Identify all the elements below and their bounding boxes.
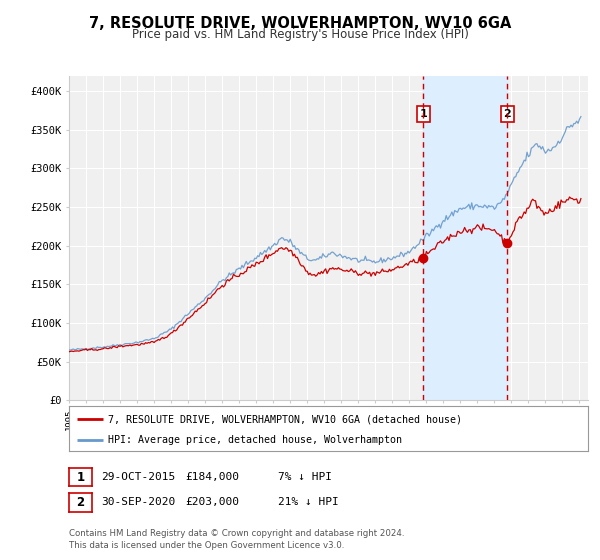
Text: Contains HM Land Registry data © Crown copyright and database right 2024.: Contains HM Land Registry data © Crown c…: [69, 529, 404, 538]
Text: 2: 2: [76, 496, 85, 509]
Text: 7, RESOLUTE DRIVE, WOLVERHAMPTON, WV10 6GA: 7, RESOLUTE DRIVE, WOLVERHAMPTON, WV10 6…: [89, 16, 511, 31]
Bar: [424, 76, 507, 400]
Text: £184,000: £184,000: [185, 472, 239, 482]
Text: This data is licensed under the Open Government Licence v3.0.: This data is licensed under the Open Gov…: [69, 541, 344, 550]
Text: 1: 1: [419, 109, 427, 119]
Text: 2: 2: [503, 109, 511, 119]
Text: 30-SEP-2020: 30-SEP-2020: [101, 497, 175, 507]
Text: 7% ↓ HPI: 7% ↓ HPI: [278, 472, 332, 482]
Text: 21% ↓ HPI: 21% ↓ HPI: [278, 497, 338, 507]
Text: 7, RESOLUTE DRIVE, WOLVERHAMPTON, WV10 6GA (detached house): 7, RESOLUTE DRIVE, WOLVERHAMPTON, WV10 6…: [108, 414, 462, 424]
Text: HPI: Average price, detached house, Wolverhampton: HPI: Average price, detached house, Wolv…: [108, 435, 402, 445]
Text: Price paid vs. HM Land Registry's House Price Index (HPI): Price paid vs. HM Land Registry's House …: [131, 28, 469, 41]
Text: £203,000: £203,000: [185, 497, 239, 507]
Text: 29-OCT-2015: 29-OCT-2015: [101, 472, 175, 482]
Text: 1: 1: [76, 470, 85, 484]
